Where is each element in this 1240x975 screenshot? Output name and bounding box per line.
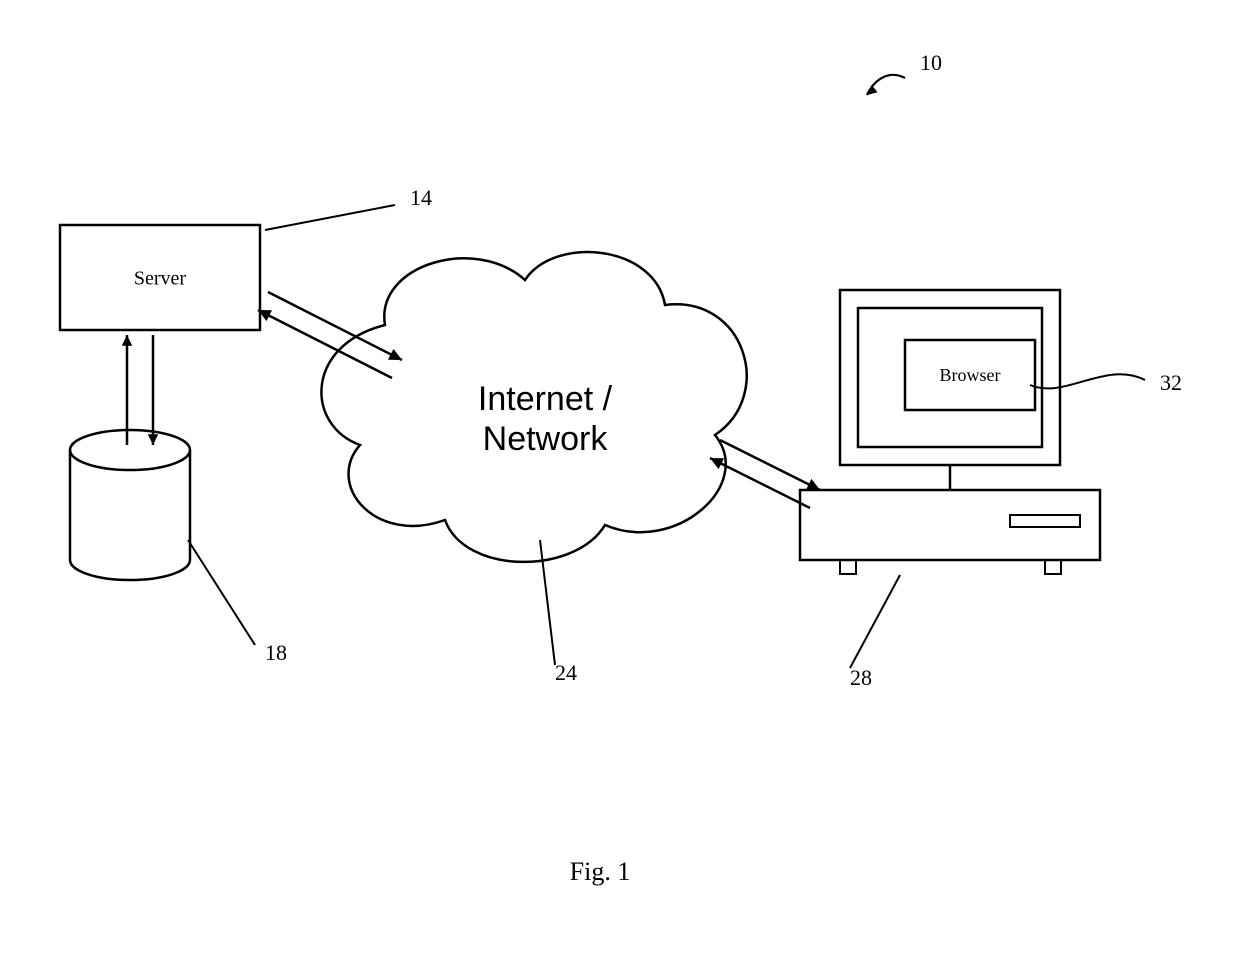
ref-leader-14 <box>265 205 395 230</box>
computer-base <box>800 490 1100 560</box>
ref-label-32: 32 <box>1160 370 1182 395</box>
cloud-label-line1: Internet / <box>478 380 613 418</box>
ref-leader-32 <box>1030 374 1145 388</box>
cloud-label-line2: Network <box>483 420 609 458</box>
ref-label-14: 14 <box>410 185 432 210</box>
ref-label-10: 10 <box>920 50 942 75</box>
ref-label-24: 24 <box>555 660 577 685</box>
drive-slot <box>1010 515 1080 527</box>
ref-label-28: 28 <box>850 665 872 690</box>
ref-leader-18 <box>188 540 255 645</box>
server-label: Server <box>134 268 187 290</box>
database-bottom <box>70 560 190 580</box>
figure-caption: Fig. 1 <box>570 857 631 886</box>
database-top <box>70 430 190 470</box>
ref-label-18: 18 <box>265 640 287 665</box>
ref-leader-28 <box>850 575 900 668</box>
browser-label: Browser <box>940 365 1001 385</box>
